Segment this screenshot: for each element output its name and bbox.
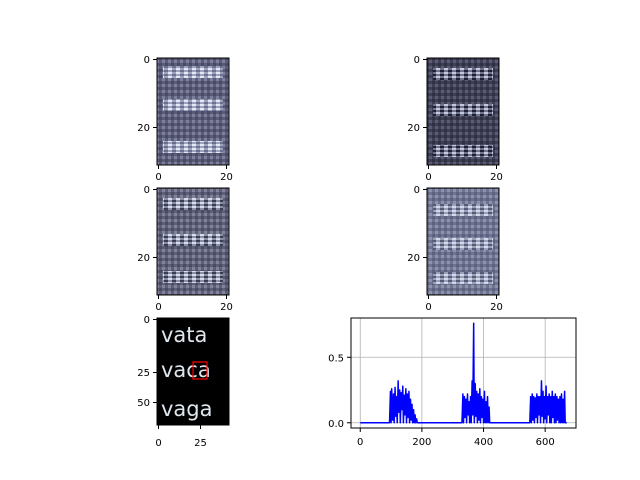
p2-xtick-1: 20 — [490, 172, 503, 183]
image-panel-5: vata vaca vaga 0 25 0 25 50 — [137, 315, 230, 449]
p3-ytick-0: 0 — [144, 185, 150, 196]
p4-xtick-0: 0 — [425, 302, 431, 313]
highlight-box — [192, 361, 208, 380]
p5-ytick-0: 0 — [144, 315, 150, 326]
p5-xtick-1: 25 — [194, 438, 207, 449]
p4-xtick-1: 20 — [490, 302, 503, 313]
x-tick-label: 200 — [412, 437, 431, 448]
x-tick-label: 600 — [536, 437, 555, 448]
p1-ytick-1: 20 — [137, 123, 150, 134]
y-tick-label: 0.5 — [328, 353, 344, 364]
word-1: vata — [161, 323, 207, 347]
p5-ytick-2: 50 — [137, 398, 150, 409]
x-tick-label: 0 — [357, 437, 363, 448]
p2-ytick-0: 0 — [414, 55, 420, 66]
p3-xtick-0: 0 — [155, 302, 161, 313]
p2-ytick-1: 20 — [407, 123, 420, 134]
image-panel-4: 0 20 0 20 — [407, 185, 503, 313]
p1-ytick-0: 0 — [144, 55, 150, 66]
p5-xtick-0: 0 — [155, 438, 161, 449]
p2-xtick-0: 0 — [425, 172, 431, 183]
line-chart: 0 200 400 600 0.0 0.5 — [328, 317, 577, 448]
series-line — [360, 322, 567, 424]
plot-frame — [350, 317, 577, 429]
p3-xtick-1: 20 — [220, 302, 233, 313]
x-tick-label: 400 — [474, 437, 493, 448]
p1-xtick-1: 20 — [220, 172, 233, 183]
word-3: vaga — [161, 397, 213, 421]
p4-ytick-0: 0 — [414, 185, 420, 196]
image-panel-3: 0 20 0 20 — [137, 185, 233, 313]
image-panel-2: 0 20 0 20 — [407, 55, 503, 183]
image-panel-1: 0 20 0 20 — [137, 55, 233, 183]
p3-ytick-1: 20 — [137, 253, 150, 264]
p1-xtick-0: 0 — [155, 172, 161, 183]
y-tick-label: 0.0 — [328, 419, 344, 430]
p5-ytick-1: 25 — [137, 368, 150, 379]
p4-ytick-1: 20 — [407, 253, 420, 264]
